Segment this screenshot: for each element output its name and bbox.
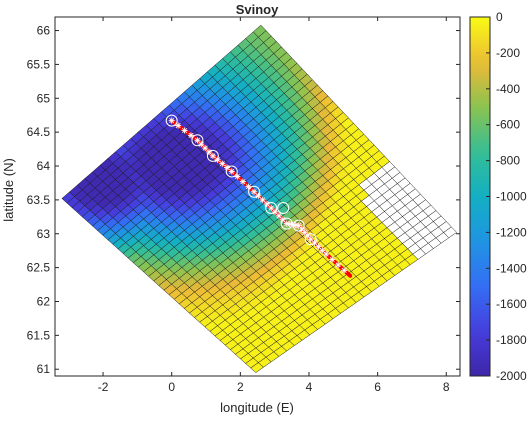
y-tick-label: 62.5	[27, 261, 51, 275]
x-tick-label: 6	[374, 380, 381, 394]
y-tick-label: 63.5	[27, 193, 51, 207]
station-marker	[335, 261, 342, 268]
colorbar-tick-label: -1400	[496, 261, 527, 275]
section-layer	[165, 114, 353, 278]
station-marker	[202, 145, 209, 152]
station-marker	[268, 205, 275, 212]
y-tick-label: 65	[37, 91, 51, 105]
colorbar-tick-label: -1000	[496, 190, 527, 204]
colorbar-tick-label: -800	[496, 154, 520, 168]
colorbar: 0 -200 -400 -600 -800 -1000 -1200 -1400 -1600 -18…	[469, 10, 527, 383]
station-marker	[209, 152, 216, 159]
station-marker	[219, 160, 226, 167]
y-tick-label: 61.5	[27, 328, 51, 342]
colorbar-tick-label: -200	[496, 46, 520, 60]
colorbar-tick-label: -600	[496, 118, 520, 132]
station-marker	[245, 183, 252, 190]
station-marker	[341, 267, 348, 274]
station-marker	[251, 188, 258, 195]
station-marker	[259, 196, 266, 203]
land-cell	[443, 226, 457, 239]
station-marker	[234, 173, 241, 180]
colorbar-tick-label: -1200	[496, 225, 527, 239]
station-marker	[168, 117, 175, 124]
x-tick-label: 2	[237, 380, 244, 394]
station-marker	[329, 256, 336, 263]
station-marker	[194, 137, 201, 144]
y-axis-label: latitude (N)	[1, 158, 16, 222]
y-tick-label: 64	[37, 159, 51, 173]
station-circle	[206, 149, 219, 162]
y-tick-label: 63	[37, 227, 51, 241]
station-marker	[181, 127, 188, 134]
station-marker	[315, 243, 322, 250]
plot-frame	[54, 16, 461, 377]
station-circle	[191, 134, 204, 147]
station-circle	[248, 185, 261, 198]
x-tick-label: -2	[98, 380, 109, 394]
y-tick-label: 65.5	[27, 57, 51, 71]
colorbar-tick-label: -2000	[496, 369, 527, 383]
x-tick-label: 8	[443, 380, 450, 394]
colorbar-tick-label: 0	[496, 10, 503, 24]
x-axis-label: longitude (E)	[220, 400, 294, 415]
station-marker	[175, 122, 182, 129]
colorbar-tick-label: -400	[496, 82, 520, 96]
station-marker	[323, 251, 330, 258]
station-marker	[224, 164, 231, 171]
station-marker	[275, 212, 282, 219]
y-tick-label: 62	[37, 294, 51, 308]
station-marker	[307, 236, 314, 243]
station-marker	[188, 132, 195, 139]
colorbar-tick-label: -1800	[496, 333, 527, 347]
station-marker	[228, 168, 235, 175]
y-tick-label: 66	[37, 24, 51, 38]
station-marker	[239, 178, 246, 185]
station-circle	[277, 202, 290, 215]
station-circle	[280, 217, 293, 230]
axes-layer: -2 0 2 4 6 8 61 61.5 62 62.5 63 63.5 64 64.5 65 65.5 66	[27, 16, 461, 394]
grid-cells-layer	[61, 24, 457, 373]
station-marker	[319, 247, 326, 254]
station-circle	[165, 114, 178, 127]
station-circle	[225, 165, 238, 178]
station-circle	[304, 233, 317, 246]
station-circle	[292, 219, 305, 232]
chart-title: Svinoy	[236, 2, 279, 17]
y-tick-label: 61	[37, 362, 51, 376]
x-tick-label: 0	[168, 380, 175, 394]
x-tick-label: 4	[306, 380, 313, 394]
y-tick-label: 64.5	[27, 125, 51, 139]
station-circle	[265, 202, 278, 215]
colorbar-tick-label: -1600	[496, 297, 527, 311]
